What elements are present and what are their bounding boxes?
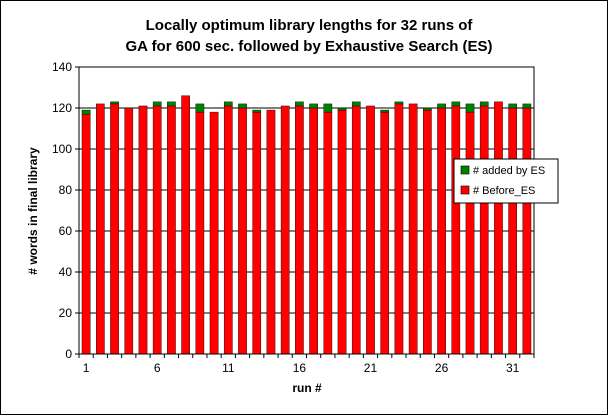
bar-before-es <box>81 113 91 355</box>
bar-added-by-es <box>167 101 176 107</box>
bar-before-es <box>309 107 318 355</box>
bar-added-by-es <box>423 107 432 111</box>
bar-added-by-es <box>394 101 404 105</box>
y-tick-label: 80 <box>59 183 73 197</box>
bar-added-by-es <box>479 101 489 107</box>
y-tick-label: 140 <box>52 60 72 74</box>
bar-added-by-es <box>309 103 318 109</box>
bar-before-es <box>152 105 162 355</box>
bar-before-es <box>465 111 475 355</box>
legend-swatch-before <box>460 185 470 195</box>
y-tick-label: 100 <box>52 142 72 156</box>
bar-before-es <box>423 109 432 355</box>
bar-before-es <box>323 111 333 355</box>
bar-before-es <box>494 101 503 355</box>
bar-added-by-es <box>522 103 532 109</box>
bar-before-es <box>366 105 375 355</box>
bar-added-by-es <box>81 109 91 115</box>
x-tick-labels: 1 6 11 16 21 26 31 <box>83 361 520 375</box>
bar-before-es <box>238 107 247 355</box>
bar-added-by-es <box>437 103 446 109</box>
bar-before-es <box>138 105 148 355</box>
bar-before-es <box>508 107 517 355</box>
bar-before-es <box>266 109 276 355</box>
bar-before-es <box>394 103 404 355</box>
axes <box>75 66 535 358</box>
bar-added-by-es <box>351 101 361 107</box>
legend-label-before: # Before_ES <box>473 185 535 197</box>
bar-added-by-es <box>337 107 347 111</box>
y-tick-label: 40 <box>59 265 73 279</box>
bar-before-es <box>252 111 262 355</box>
bar-added-by-es <box>110 101 119 105</box>
bar-before-es <box>167 105 176 355</box>
bar-added-by-es <box>238 103 247 109</box>
chart-title-line2: GA for 600 sec. followed by Exhaustive S… <box>125 38 492 55</box>
x-axis-label: run # <box>292 381 322 395</box>
bar-before-es <box>223 105 233 355</box>
bar-added-by-es <box>295 101 304 107</box>
legend-swatch-added <box>460 165 470 175</box>
legend: # added by ES # Before_ES <box>453 158 559 204</box>
x-tick-label: 21 <box>364 361 378 375</box>
x-tick-label: 11 <box>222 361 235 375</box>
bar-before-es <box>451 105 461 355</box>
bar-before-es <box>209 111 219 355</box>
y-axis-label: # words in final library <box>26 147 40 275</box>
x-tick-label: 26 <box>435 361 449 375</box>
bar-added-by-es <box>380 109 390 113</box>
x-tick-label: 31 <box>506 361 520 375</box>
bar-before-es <box>437 107 446 355</box>
bar-added-by-es <box>508 103 517 109</box>
bar-added-by-es <box>152 101 162 107</box>
bar-before-es <box>337 109 347 355</box>
bar-before-es <box>522 107 532 355</box>
y-tick-label: 0 <box>65 347 72 361</box>
bar-before-es <box>295 105 304 355</box>
x-tick-label: 1 <box>83 361 90 375</box>
legend-label-added: # added by ES <box>473 165 545 177</box>
bar-added-by-es <box>252 109 262 113</box>
bar-before-es <box>181 95 190 355</box>
chart-title-line1: Locally optimum library lengths for 32 r… <box>146 17 474 34</box>
y-tick-label: 60 <box>59 224 73 238</box>
bar-added-by-es <box>451 101 461 107</box>
bars <box>81 95 532 355</box>
bar-before-es <box>280 105 290 355</box>
bar-added-by-es <box>323 103 333 113</box>
y-tick-label: 120 <box>52 101 72 115</box>
bar-added-by-es <box>223 101 233 107</box>
legend-box <box>453 158 559 204</box>
bar-added-by-es <box>195 103 205 113</box>
bar-before-es <box>351 105 361 355</box>
bar-before-es <box>380 111 390 355</box>
bar-before-es <box>96 103 105 355</box>
bar-before-es <box>124 107 134 355</box>
x-tick-label: 16 <box>293 361 307 375</box>
y-tick-label: 20 <box>59 306 73 320</box>
bar-before-es <box>110 103 119 355</box>
bar-before-es <box>408 103 418 355</box>
bar-before-es <box>479 105 489 355</box>
y-tick-labels: 0 20 40 60 80 100 120 140 <box>52 60 72 361</box>
bar-added-by-es <box>465 103 475 113</box>
x-tick-label: 6 <box>154 361 161 375</box>
bar-before-es <box>195 111 205 355</box>
